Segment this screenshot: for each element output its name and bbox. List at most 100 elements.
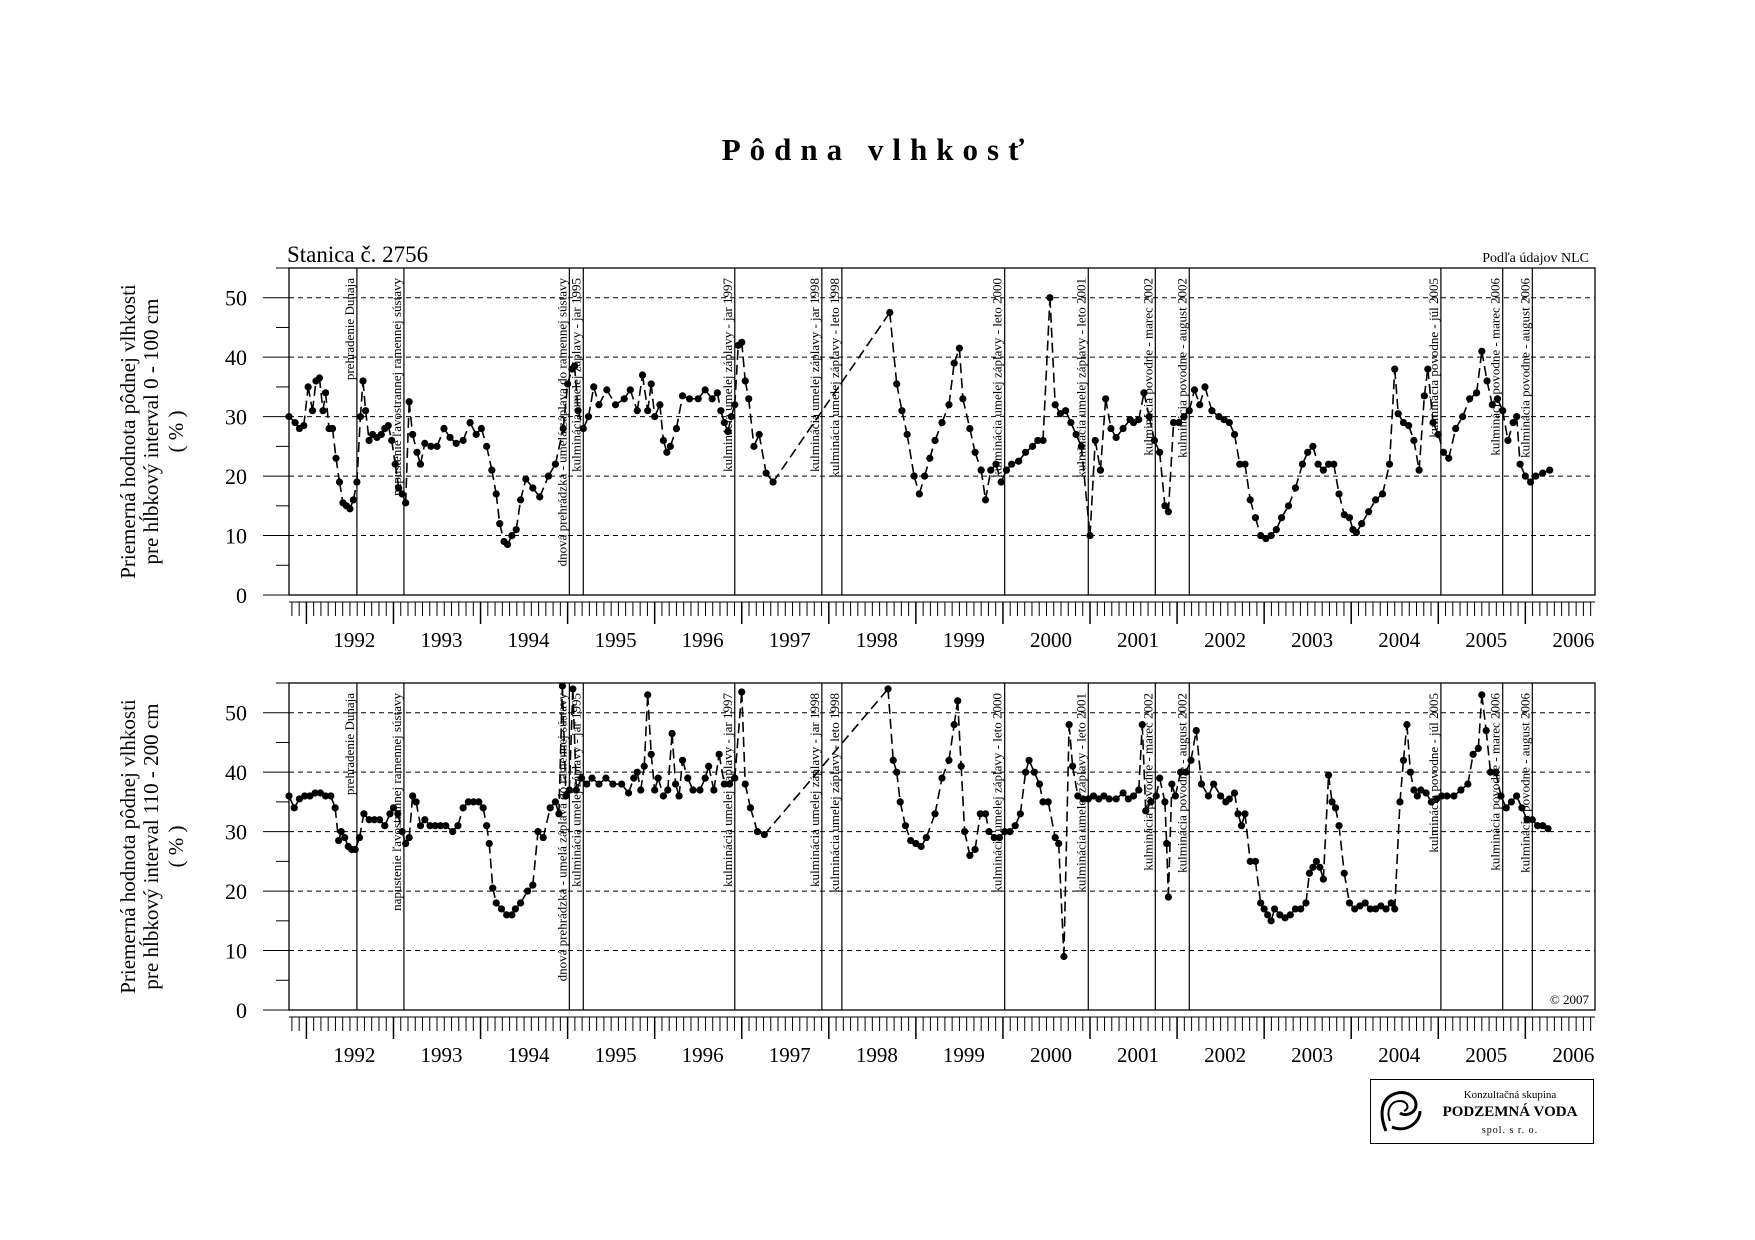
data-point	[1251, 857, 1260, 865]
data-point	[1241, 810, 1249, 818]
data-point	[335, 836, 343, 845]
data-point	[609, 780, 617, 788]
data-point	[971, 845, 979, 854]
y-tick-label: 10	[225, 524, 247, 549]
series-segment	[1388, 369, 1396, 465]
x-year-label: 2001	[1117, 628, 1159, 652]
y-axis-label: Priemerná hodnota pôdnej vlhkosti	[116, 699, 140, 994]
plot-frame	[288, 267, 1596, 596]
series-segment	[562, 383, 569, 429]
series-segment	[650, 383, 656, 417]
data-point	[431, 822, 439, 830]
data-point	[440, 424, 448, 433]
data-point	[398, 490, 406, 498]
data-point	[1074, 792, 1082, 800]
data-point	[1472, 389, 1481, 397]
data-point	[901, 822, 910, 830]
event-label: kulminácia umelej záplavy - leto 2000	[990, 278, 1005, 478]
data-point	[1499, 407, 1507, 415]
data-point	[1378, 490, 1387, 498]
data-point	[539, 833, 547, 842]
data-point	[950, 721, 958, 729]
data-point	[365, 816, 373, 824]
data-point	[954, 697, 962, 705]
data-point	[1030, 768, 1038, 776]
x-year-label: 1998	[856, 628, 898, 652]
data-point	[602, 774, 610, 782]
data-point	[651, 786, 659, 794]
data-point	[1356, 902, 1364, 910]
x-year-label: 2006	[1552, 628, 1594, 652]
series-segment	[1089, 440, 1097, 536]
event-label: kulminácia povodne - júl 2005	[1426, 693, 1441, 853]
data-point	[971, 448, 979, 456]
data-point	[1391, 905, 1399, 913]
y-tick-label: 40	[225, 760, 247, 785]
source-note: Podľa údajov NLC	[1482, 251, 1589, 266]
data-point	[896, 798, 904, 806]
data-point	[957, 762, 965, 770]
data-point	[516, 496, 525, 504]
data-point	[1257, 531, 1265, 540]
x-year-label: 1998	[856, 1043, 898, 1067]
event-label: kulminácia povodne - august 2002	[1174, 278, 1189, 458]
data-point	[1008, 460, 1016, 468]
data-point	[1478, 347, 1486, 355]
data-point	[1135, 416, 1143, 424]
data-point	[611, 401, 620, 409]
y-tick-label: 0	[236, 583, 247, 608]
data-point	[1439, 448, 1448, 456]
logo-mark-icon	[1380, 1091, 1422, 1132]
data-point	[1100, 792, 1108, 800]
x-year-label: 2003	[1291, 1043, 1333, 1067]
y-axis-label: pre hĺbkový interval 0 - 100 cm	[139, 299, 163, 565]
data-point	[672, 424, 681, 433]
data-point	[1394, 410, 1402, 418]
data-point	[1164, 893, 1172, 901]
data-point	[907, 836, 915, 845]
y-tick-label: 0	[236, 998, 247, 1023]
x-year-label: 2002	[1204, 1043, 1246, 1067]
data-point	[1382, 905, 1390, 913]
data-point	[1060, 952, 1068, 961]
data-point	[731, 401, 739, 409]
data-point	[1324, 771, 1333, 779]
data-point	[1264, 911, 1272, 919]
series-segment	[408, 795, 414, 838]
data-point	[1450, 792, 1458, 800]
data-point	[1533, 822, 1542, 830]
data-point	[738, 688, 746, 696]
series-segment	[1094, 440, 1102, 471]
data-point	[1526, 478, 1535, 486]
data-point	[915, 490, 923, 498]
series-segment	[318, 377, 324, 411]
data-point	[1246, 857, 1254, 865]
data-point	[349, 496, 358, 504]
event-label: kulminácia umelej záplavy - leto 1998	[827, 693, 842, 893]
y-tick-label: 20	[225, 879, 247, 904]
series-segment	[629, 389, 639, 411]
data-point	[1513, 413, 1521, 421]
data-point	[442, 822, 450, 830]
data-point	[381, 822, 389, 830]
x-year-label: 2004	[1378, 1043, 1421, 1067]
series-segment	[1481, 351, 1488, 382]
data-point	[987, 466, 995, 474]
series-segment	[515, 499, 522, 530]
data-point	[617, 780, 626, 788]
data-point	[701, 386, 709, 394]
data-point	[377, 430, 385, 439]
series-segment	[659, 404, 665, 441]
series-segment	[1427, 368, 1434, 423]
data-point	[644, 407, 652, 415]
x-year-label: 1993	[420, 628, 462, 652]
event-label: prehradenie Dunaja	[342, 693, 357, 795]
series-segment	[539, 475, 550, 498]
series-segment	[1447, 428, 1457, 459]
data-point	[893, 768, 901, 776]
data-point	[689, 786, 697, 794]
data-point	[1129, 792, 1138, 800]
data-point	[630, 774, 638, 782]
data-point	[421, 439, 429, 447]
series-segment	[362, 380, 367, 411]
